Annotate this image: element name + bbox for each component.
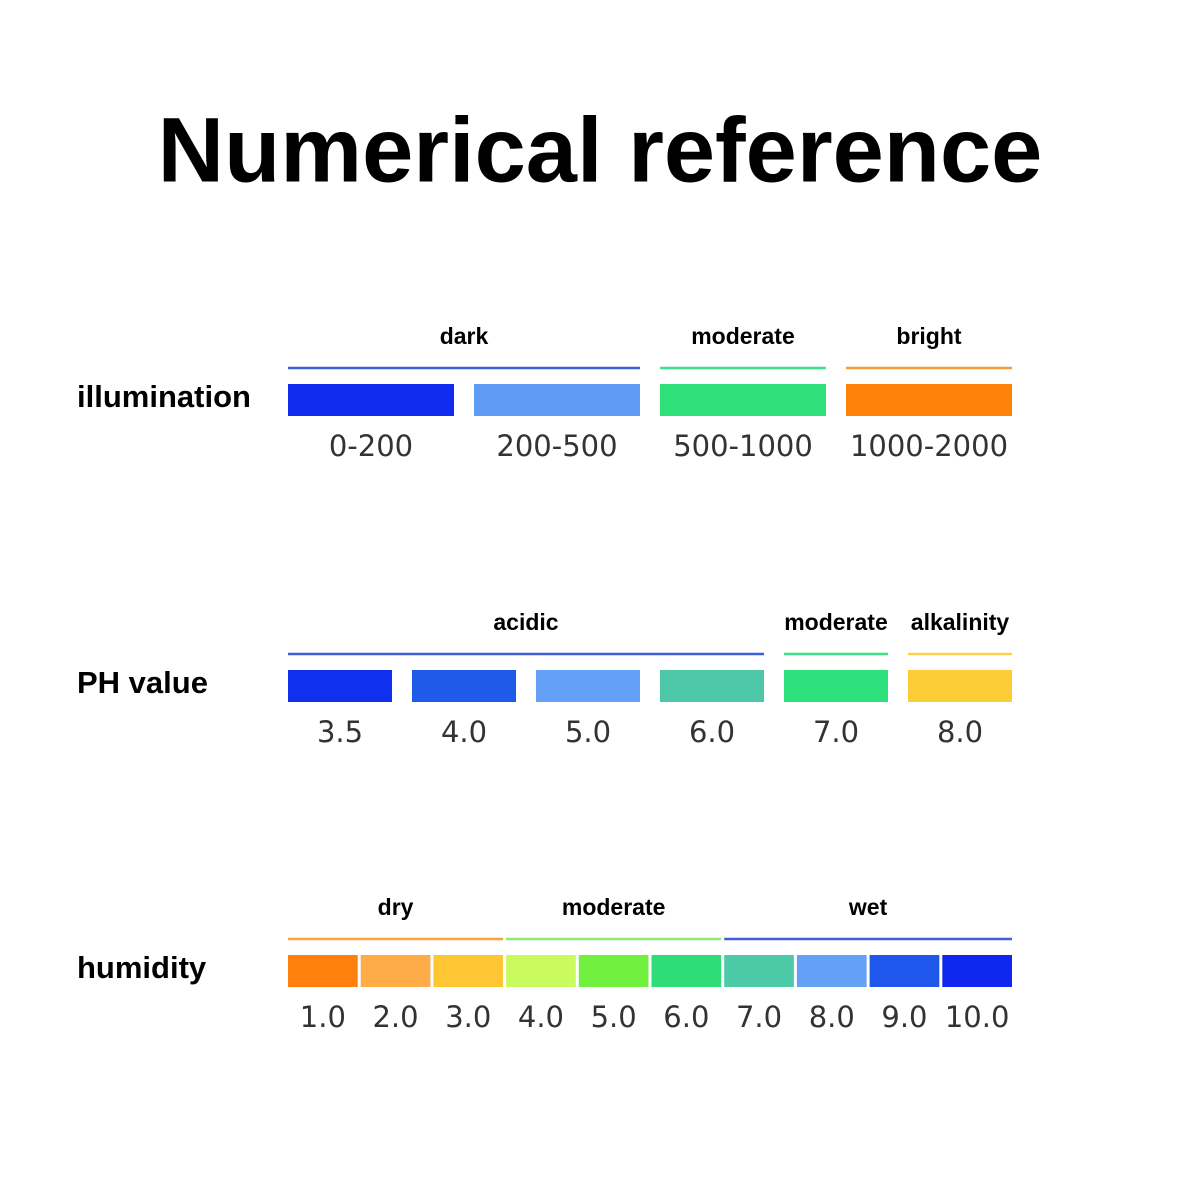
color-swatch [360,955,431,987]
color-swatch [412,670,516,702]
color-swatch [536,670,640,702]
color-swatch [651,955,722,987]
group-label: moderate [784,609,888,635]
color-swatch [908,670,1012,702]
swatch-label: 500-1000 [673,429,813,463]
swatch-label: 10.0 [945,1000,1010,1034]
section-label: PH value [77,665,208,700]
group-label: bright [896,323,961,349]
color-swatch [288,670,392,702]
color-swatch [433,955,504,987]
swatch-label: 9.0 [881,1000,927,1034]
color-swatch [796,955,867,987]
swatch-label: 3.0 [445,1000,491,1034]
swatch-label: 2.0 [372,1000,418,1034]
color-swatch [784,670,888,702]
color-swatch [869,955,940,987]
swatch-label: 200-500 [496,429,617,463]
swatch-label: 4.0 [441,715,487,749]
color-swatch [288,955,358,987]
group-label: dark [440,323,489,349]
color-swatch [660,384,826,416]
group-label: alkalinity [911,609,1010,635]
group-label: dry [378,894,414,920]
swatch-label: 8.0 [809,1000,855,1034]
section-label: humidity [77,950,207,985]
section-label: illumination [77,379,251,414]
group-label: wet [848,894,888,920]
color-swatch [474,384,640,416]
swatch-label: 1000-2000 [850,429,1008,463]
color-swatch [724,955,794,987]
swatch-label: 1.0 [300,1000,346,1034]
swatch-label: 4.0 [518,1000,564,1034]
swatch-label: 0-200 [329,429,413,463]
color-swatch [288,384,454,416]
color-swatch [846,384,1012,416]
swatch-label: 6.0 [689,715,735,749]
swatch-label: 7.0 [813,715,859,749]
color-swatch [506,955,576,987]
color-swatch [942,955,1012,987]
group-label: moderate [691,323,795,349]
swatch-label: 7.0 [736,1000,782,1034]
swatch-label: 6.0 [663,1000,709,1034]
color-swatch [578,955,649,987]
group-label: acidic [493,609,558,635]
swatch-label: 5.0 [565,715,611,749]
swatch-label: 5.0 [591,1000,637,1034]
page-title: Numerical reference [158,99,1043,201]
swatch-label: 8.0 [937,715,983,749]
color-swatch [660,670,764,702]
swatch-label: 3.5 [317,715,363,749]
group-label: moderate [562,894,666,920]
